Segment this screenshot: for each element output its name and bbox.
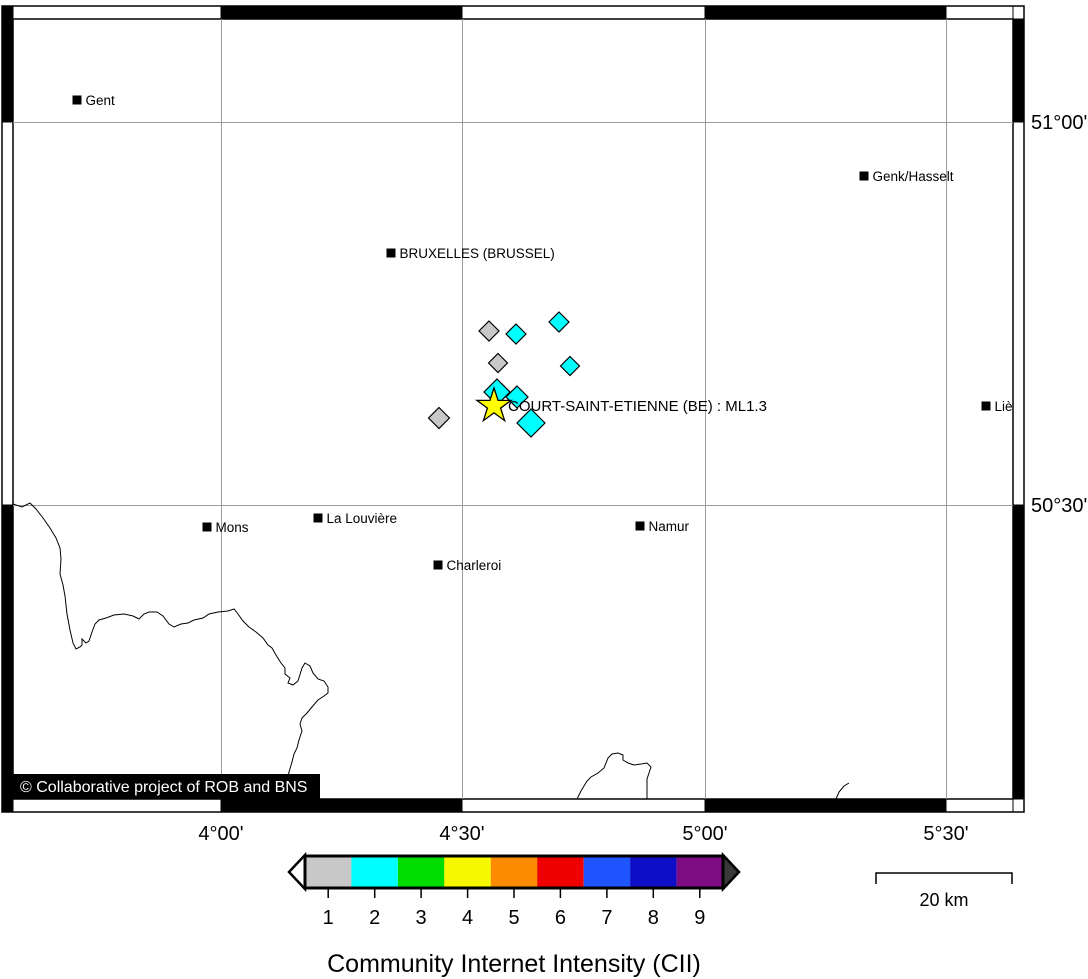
lon-tick-label: 5°00' (682, 823, 727, 845)
scalebar-bracket (875, 872, 1013, 884)
intensity-colorbar: 1 2 3 4 5 6 7 8 9 Community Internet Int… (287, 851, 741, 978)
city-marker-icon (202, 522, 212, 532)
frame-segment (704, 5, 947, 20)
lat-tick-label: 50°30' (1031, 495, 1087, 517)
epicenter-star-icon (474, 385, 514, 423)
copyright-text: © Collaborative project of ROB and BNS (20, 779, 307, 796)
frame-inner-outline (12, 18, 1014, 800)
lat-tick-label: 51°00' (1031, 112, 1087, 134)
frame-segment (1, 504, 14, 800)
city-bruxelles: BRUXELLES (BRUSSEL) (386, 246, 555, 261)
border-fragment (835, 782, 850, 799)
city-marker-icon (635, 521, 645, 531)
frame-segment (220, 798, 463, 813)
colorbar-cell (351, 856, 398, 888)
border-south-bump (576, 752, 652, 799)
colorbar-cell (630, 856, 677, 888)
city-genk-hasselt: Genk/Hasselt (859, 169, 954, 184)
axis-labels: 4°00' 4°30' 5°00' 5°30' 51°00' 50°30' (198, 112, 1087, 845)
map-interior: © Collaborative project of ROB and BNS G… (13, 19, 1028, 799)
colorbar-tick-label: 1 (323, 907, 334, 929)
city-marker-icon (433, 560, 443, 570)
lon-tick-label: 4°30' (439, 823, 484, 845)
colorbar-tick-label: 6 (555, 907, 566, 929)
colorbar-tick-label: 5 (508, 907, 519, 929)
colorbar-cell (444, 856, 491, 888)
cities: Gent BRUXELLES (BRUSSEL) Genk/Hasselt Li… (72, 93, 1028, 573)
frame-corner-top-left (1, 5, 14, 20)
colorbar-arrow-right-icon (721, 851, 741, 893)
city-label: BRUXELLES (BRUSSEL) (400, 246, 555, 261)
city-label: Liège (995, 399, 1028, 414)
city-marker-icon (386, 248, 396, 258)
colorbar-cell (537, 856, 584, 888)
map-frame (1, 5, 1025, 813)
frame-corner-bottom-right (1012, 798, 1025, 813)
intensity-diamond (478, 320, 500, 342)
intensity-diamond (487, 352, 509, 374)
colorbar-arrow-left-icon (287, 851, 307, 893)
city-label: Namur (649, 519, 690, 534)
colorbar-cell (583, 856, 631, 888)
distance-scalebar: 20 km (875, 872, 1013, 910)
colorbar-cell (397, 856, 445, 888)
frame-corner-bottom-left (1, 798, 14, 813)
intensity-diamond (516, 408, 546, 438)
colorbar-tick-label: 7 (601, 907, 612, 929)
colorbar-ticks (327, 888, 701, 898)
frame-segment (1012, 18, 1025, 123)
city-marker-icon (981, 401, 991, 411)
frame-outer-outline (1, 5, 1025, 813)
copyright-box: © Collaborative project of ROB and BNS (13, 774, 320, 799)
city-label: Charleroi (447, 558, 502, 573)
observation-markers (427, 311, 581, 438)
city-marker-icon (313, 513, 323, 523)
colorbar-cell (490, 856, 538, 888)
intensity-diamond (505, 385, 529, 409)
colorbar-tick-label: 2 (369, 907, 380, 929)
frame-segment (704, 798, 947, 813)
intensity-diamond (548, 311, 570, 333)
city-marker-icon (859, 171, 869, 181)
city-label: Genk/Hasselt (873, 169, 954, 184)
colorbar-cell (676, 856, 723, 888)
frame-corner-top-right (1012, 5, 1025, 20)
city-label: Mons (216, 520, 249, 535)
city-mons: Mons (202, 520, 249, 535)
city-liege: Liège (981, 399, 1028, 414)
border-west (13, 502, 329, 799)
city-gent: Gent (72, 93, 116, 108)
intensity-diamond (559, 355, 581, 377)
lon-tick-label: 4°00' (198, 823, 243, 845)
epicenter-label: COURT-SAINT-ETIENNE (BE) : ML1.3 (508, 398, 767, 415)
frame-segment (1, 18, 14, 123)
scalebar-label: 20 km (919, 890, 968, 910)
frame-segment (220, 5, 463, 20)
intensity-diamond (505, 323, 527, 345)
graticule (13, 19, 1013, 799)
copyright-background (13, 774, 320, 799)
epicenter: COURT-SAINT-ETIENNE (BE) : ML1.3 (474, 385, 767, 423)
city-marker-icon (72, 95, 82, 105)
colorbar-tick-label: 4 (462, 907, 473, 929)
frame-segment (1012, 504, 1025, 800)
lon-tick-label: 5°30' (923, 823, 968, 845)
colorbar-title: Community Internet Intensity (CII) (327, 950, 701, 978)
city-namur: Namur (635, 519, 690, 534)
colorbar-cell (305, 856, 352, 888)
city-la-louviere: La Louvière (313, 511, 398, 526)
country-borders (13, 502, 850, 799)
colorbar-tick-label: 8 (648, 907, 659, 929)
colorbar-tick-labels: 1 2 3 4 5 6 7 8 9 (323, 907, 706, 929)
colorbar-tick-label: 3 (416, 907, 427, 929)
city-label: Gent (86, 93, 116, 108)
colorbar-tick-label: 9 (694, 907, 705, 929)
intensity-diamond (427, 406, 451, 430)
city-charleroi: Charleroi (433, 558, 502, 573)
city-label: La Louvière (327, 511, 398, 526)
